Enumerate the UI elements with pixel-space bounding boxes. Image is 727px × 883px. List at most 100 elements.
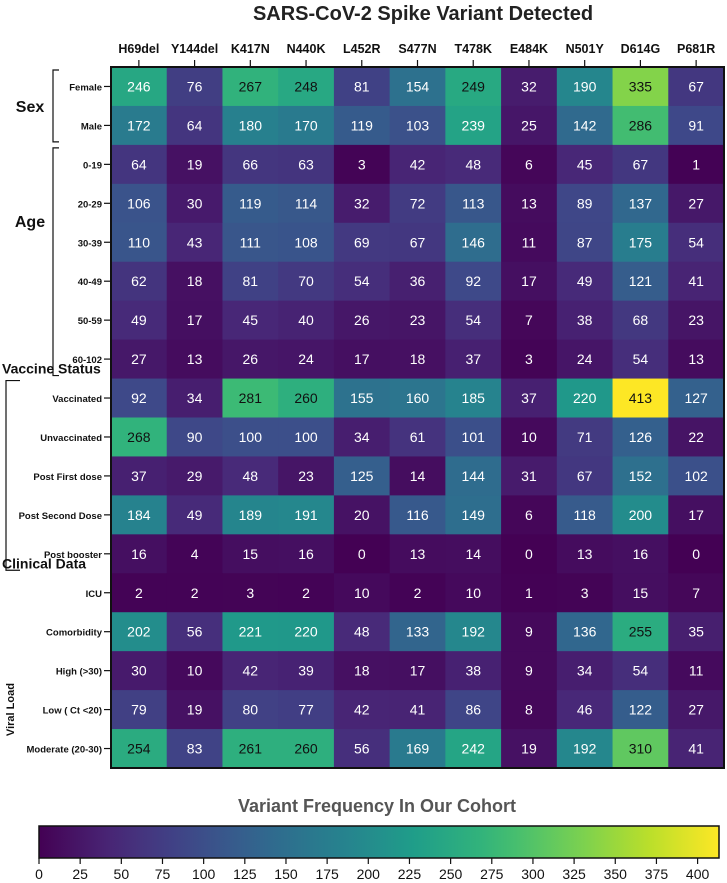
cell-value-label: 23 <box>410 312 426 328</box>
cell-value-label: 15 <box>243 546 259 562</box>
heatmap-cell <box>278 534 335 574</box>
heatmap-cell <box>445 417 502 457</box>
cell-value-label: 114 <box>295 195 318 211</box>
heatmap-cell <box>333 573 391 613</box>
heatmap-cell <box>556 183 614 224</box>
heatmap-cell <box>668 456 725 496</box>
heatmap-cell <box>111 183 168 224</box>
heatmap-cell <box>501 456 558 496</box>
cell-value-label: 38 <box>465 663 481 679</box>
heatmap-cell <box>501 690 558 730</box>
heatmap-cell <box>333 378 391 418</box>
heatmap-cell <box>556 105 614 146</box>
cell-value-label: 0 <box>692 546 700 562</box>
cell-value-label: 1 <box>525 585 533 601</box>
heatmap-cell <box>668 729 725 769</box>
heatmap-cell <box>278 261 335 302</box>
column-labels: H69del Y144del K417N N440K L452R S477N T478K E4… <box>118 42 715 67</box>
heatmap-cell <box>333 222 391 263</box>
cell-value-label: 7 <box>525 312 533 328</box>
heatmap-cell <box>501 105 558 146</box>
heatmap-cell <box>278 651 335 691</box>
heatmap-cell <box>111 417 168 457</box>
cell-value-label: 41 <box>688 741 704 757</box>
cell-value-label: 66 <box>243 156 259 172</box>
column-label: S477N <box>398 42 436 56</box>
heatmap-cell <box>166 573 223 613</box>
cell-value-label: 80 <box>243 702 259 718</box>
heatmap-cell <box>222 144 279 185</box>
heatmap-cell <box>166 729 223 769</box>
heatmap-cell <box>612 456 669 496</box>
colorbar-tick-label: 250 <box>439 866 463 882</box>
cell-value-label: 31 <box>521 468 537 484</box>
heatmap-cell <box>333 183 391 224</box>
cell-value-label: 175 <box>629 234 653 250</box>
cell-value-label: 49 <box>131 312 147 328</box>
cell-value-label: 100 <box>294 429 318 445</box>
cell-value-label: 37 <box>521 390 537 406</box>
cell-value-label: 160 <box>406 390 430 406</box>
heatmap-cell <box>278 300 335 341</box>
heatmap-cell <box>668 651 725 691</box>
heatmap-cell <box>501 222 558 263</box>
cell-value-label: 220 <box>573 390 597 406</box>
cell-value-label: 83 <box>187 741 203 757</box>
heatmap-cell <box>222 456 279 496</box>
heatmap-cell <box>668 183 725 224</box>
cell-value-label: 239 <box>462 117 486 133</box>
cell-value-label: 281 <box>239 390 263 406</box>
heatmap-cell <box>333 105 391 146</box>
cell-value-label: 41 <box>410 702 426 718</box>
colorbar-tick-label: 75 <box>155 866 171 882</box>
heatmap-cell <box>389 495 446 535</box>
cell-value-label: 24 <box>298 351 314 367</box>
heatmap-cell <box>278 144 335 185</box>
group-bracket <box>5 379 20 571</box>
heatmap-cell <box>501 183 558 224</box>
cell-value-label: 18 <box>187 273 203 289</box>
heatmap-cell <box>111 300 168 341</box>
colorbar-tick-label: 50 <box>114 866 130 882</box>
heatmap-cell <box>111 105 168 146</box>
heatmap-cell <box>166 300 223 341</box>
heatmap-cell <box>389 105 446 146</box>
heatmap-cell <box>612 573 669 613</box>
heatmap-cell <box>333 456 391 496</box>
group-bracket <box>52 147 59 377</box>
cell-value-label: 13 <box>187 351 203 367</box>
cell-value-label: 10 <box>465 585 481 601</box>
heatmap-cell <box>333 144 391 185</box>
cell-value-label: 87 <box>577 234 593 250</box>
heatmap-cell <box>222 612 279 652</box>
heatmap-cell <box>389 67 446 107</box>
colorbar-tick-label: 100 <box>192 866 216 882</box>
group-label: Sex <box>16 99 45 116</box>
row-label: Moderate (20-30) <box>27 745 103 756</box>
heatmap-cell <box>166 261 223 302</box>
colorbar-tick-label: 175 <box>315 866 339 882</box>
heatmap-cell <box>445 183 502 224</box>
heatmap-cell <box>111 495 168 535</box>
heatmap-cell <box>278 67 335 107</box>
cell-value-label: 268 <box>127 429 151 445</box>
cell-value-label: 54 <box>465 312 481 328</box>
heatmap-cell <box>111 67 168 107</box>
heatmap-cell <box>445 456 502 496</box>
colorbar-tick-label: 200 <box>357 866 381 882</box>
cell-value-label: 108 <box>294 234 318 250</box>
cell-value-label: 101 <box>462 429 486 445</box>
cell-value-label: 67 <box>577 468 593 484</box>
cell-value-label: 113 <box>462 195 485 211</box>
heatmap-cell <box>445 495 502 535</box>
cell-value-label: 49 <box>187 507 203 523</box>
cell-value-label: 116 <box>406 507 429 523</box>
cell-value-label: 18 <box>410 351 426 367</box>
heatmap-cell <box>556 456 614 496</box>
cell-value-label: 32 <box>521 78 537 94</box>
cell-value-label: 54 <box>633 663 649 679</box>
heatmap-cell <box>389 339 446 380</box>
cell-value-label: 3 <box>358 156 366 172</box>
heatmap-cell <box>445 144 502 185</box>
